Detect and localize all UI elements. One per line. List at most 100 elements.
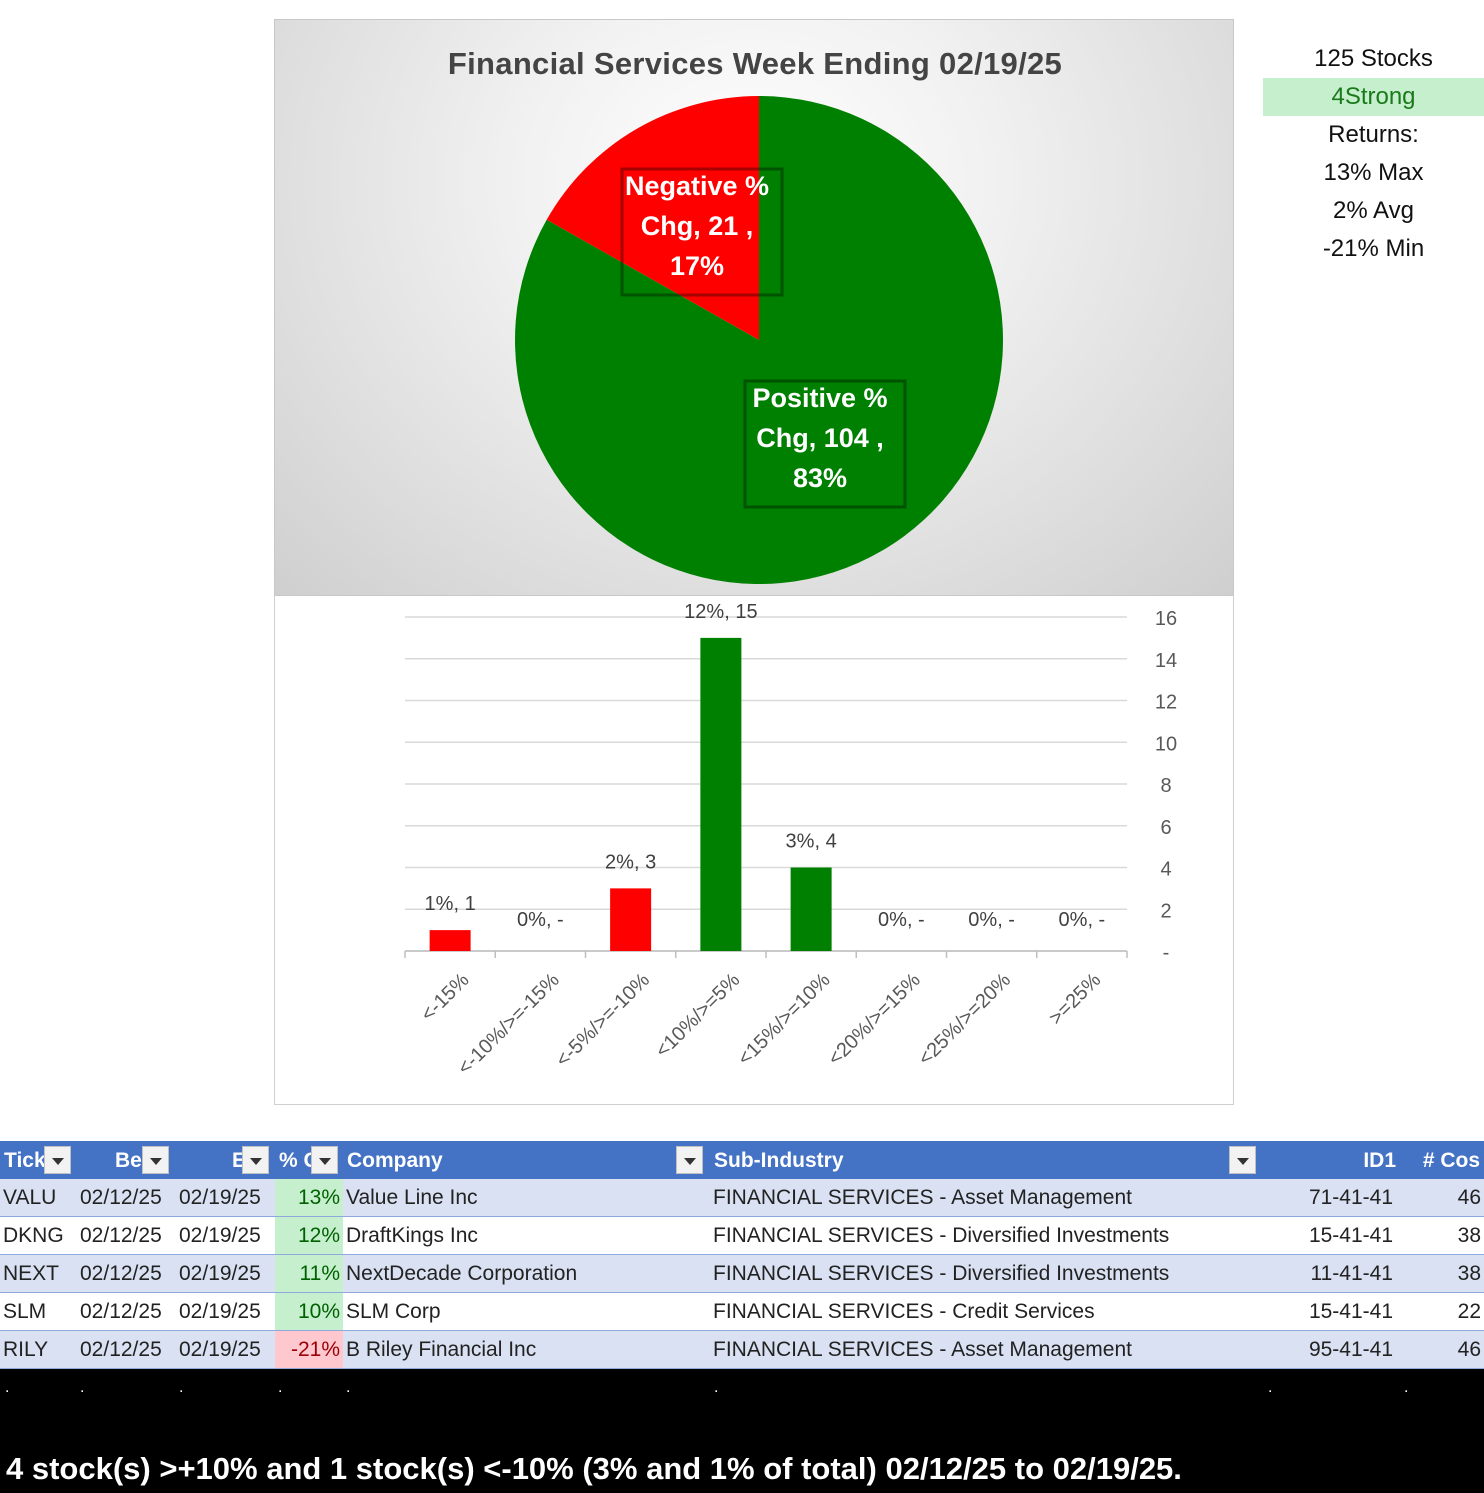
pie-data-label: Positive % Chg, 104 , 83%	[743, 379, 907, 509]
chart-title: Financial Services Week Ending 02/19/25	[447, 46, 1063, 81]
table-row[interactable]: NEXT 02/12/25 02/19/25 11% NextDecade Co…	[0, 1254, 1484, 1293]
cell-sub-industry: FINANCIAL SERVICES - Credit Services	[710, 1292, 1267, 1331]
cell-pct-change: 11%	[275, 1254, 343, 1293]
column-header-ticker[interactable]: Tick	[0, 1141, 77, 1179]
filter-dropdown-icon[interactable]	[676, 1146, 703, 1174]
y-tick-label: -	[1163, 942, 1170, 964]
column-header-sub-industry[interactable]: Sub-Industry	[710, 1141, 1267, 1179]
summary-text: 4 stock(s) >+10% and 1 stock(s) <-10% (3…	[6, 1451, 1182, 1486]
bar-data-label: 0%, -	[517, 909, 564, 931]
column-header-id[interactable]: ID1	[1267, 1141, 1410, 1179]
cell-sub-industry: FINANCIAL SERVICES - Diversified Investm…	[710, 1254, 1267, 1293]
bar-data-label: 12%, 15	[684, 601, 757, 623]
cell-pct-change: -21%	[275, 1330, 343, 1369]
cell-end: 02/19/25	[176, 1216, 275, 1255]
cell-cos: 38	[1410, 1254, 1484, 1293]
label-shadow	[620, 167, 784, 297]
cell-begin: 02/12/25	[77, 1254, 176, 1293]
bar	[429, 930, 471, 951]
column-header-company[interactable]: Company	[343, 1141, 710, 1179]
cell-end: 02/19/25	[176, 1254, 275, 1293]
bar-data-label: 0%, -	[1059, 909, 1106, 931]
cell-cos: 22	[1410, 1292, 1484, 1331]
y-tick-label: 16	[1155, 608, 1177, 630]
filter-dropdown-icon[interactable]	[311, 1146, 338, 1174]
cell-id: 15-41-41	[1267, 1292, 1410, 1331]
pie-label-text: Negative %	[625, 171, 769, 201]
table-row[interactable]: DKNG 02/12/25 02/19/25 12% DraftKings In…	[0, 1216, 1484, 1255]
column-header-end[interactable]: E	[176, 1141, 275, 1179]
header-label: Sub-Industry	[714, 1149, 844, 1172]
cell-end: 02/19/25	[176, 1179, 275, 1217]
cell-company: Value Line Inc	[343, 1179, 710, 1217]
header-label: Be	[115, 1149, 142, 1172]
filter-dropdown-icon[interactable]	[1229, 1146, 1256, 1174]
header-label: # Cos	[1422, 1149, 1480, 1172]
cell-end: 02/19/25	[176, 1330, 275, 1369]
pie-slice	[514, 96, 1004, 585]
cell-ticker: VALU	[0, 1179, 77, 1217]
cell-begin: 02/12/25	[77, 1216, 176, 1255]
x-category-label: >=25%	[1045, 969, 1106, 1030]
stocks-table: Tick Be E % C Company Sub-Industry ID1 #…	[0, 1141, 1484, 1369]
bar-data-label: 0%, -	[878, 909, 925, 931]
header-label: Company	[347, 1149, 443, 1172]
cell-begin: 02/12/25	[77, 1292, 176, 1331]
cell-pct-change: 13%	[275, 1179, 343, 1217]
x-category-label: <25%/>=20%	[914, 969, 1015, 1070]
returns-label: Returns:	[1328, 121, 1419, 148]
table-row[interactable]: VALU 02/12/25 02/19/25 13% Value Line In…	[0, 1179, 1484, 1217]
header-label: Tick	[4, 1149, 46, 1172]
x-category-label: <10%/>=5%	[651, 969, 744, 1062]
cell-begin: 02/12/25	[77, 1179, 176, 1217]
cell-company: NextDecade Corporation	[343, 1254, 710, 1293]
cell-ticker: RILY	[0, 1330, 77, 1369]
pie-data-label: Negative % Chg, 21 , 17%	[620, 167, 784, 297]
cell-ticker: DKNG	[0, 1216, 77, 1255]
cell-cos: 46	[1410, 1330, 1484, 1369]
pie-label-text: Positive %	[752, 383, 887, 413]
cell-pct-change: 10%	[275, 1292, 343, 1331]
min-return: -21% Min	[1322, 235, 1425, 262]
table-row[interactable]: RILY 02/12/25 02/19/25 -21% B Riley Fina…	[0, 1330, 1484, 1369]
y-tick-label: 8	[1160, 775, 1171, 797]
table-row[interactable]: SLM 02/12/25 02/19/25 10% SLM Corp FINAN…	[0, 1292, 1484, 1331]
pie-chart-panel: Financial Services Week Ending 02/19/25 …	[274, 19, 1234, 596]
cell-dot: .	[1404, 1379, 1409, 1396]
pie-slice	[546, 96, 759, 340]
cell-sub-industry: FINANCIAL SERVICES - Diversified Investm…	[710, 1216, 1267, 1255]
strong-count: 4Strong	[1263, 78, 1484, 116]
cell-ticker: NEXT	[0, 1254, 77, 1293]
cell-id: 95-41-41	[1267, 1330, 1410, 1369]
column-header-pct-change[interactable]: % C	[275, 1141, 343, 1179]
table-header-row: Tick Be E % C Company Sub-Industry ID1 #…	[0, 1141, 1484, 1179]
column-header-begin[interactable]: Be	[77, 1141, 176, 1179]
header-label: ID1	[1363, 1149, 1396, 1172]
y-tick-label: 10	[1155, 733, 1177, 755]
max-return: 13% Max	[1323, 159, 1424, 186]
cell-sub-industry: FINANCIAL SERVICES - Asset Management	[710, 1179, 1267, 1217]
stock-count: 125 Stocks	[1314, 45, 1433, 72]
cell-company: B Riley Financial Inc	[343, 1330, 710, 1369]
filter-dropdown-icon[interactable]	[44, 1146, 71, 1174]
x-category-label: <-5%/>=-10%	[552, 969, 655, 1072]
pie-label-text: 17%	[670, 251, 724, 281]
cell-dot: .	[714, 1379, 719, 1396]
column-header-cos[interactable]: # Cos	[1410, 1141, 1484, 1179]
cell-dot: .	[1268, 1379, 1273, 1396]
cell-begin: 02/12/25	[77, 1330, 176, 1369]
cell-pct-change: 12%	[275, 1216, 343, 1255]
y-tick-label: 12	[1155, 692, 1177, 714]
cell-sub-industry: FINANCIAL SERVICES - Asset Management	[710, 1330, 1267, 1369]
cell-ticker: SLM	[0, 1292, 77, 1331]
cell-id: 11-41-41	[1267, 1254, 1410, 1293]
pie-chart: Negative % Chg, 21 , 17% Positive % Chg, 104…	[514, 96, 1004, 585]
cell-company: DraftKings Inc	[343, 1216, 710, 1255]
y-tick-label: 6	[1160, 817, 1171, 839]
bar-chart-panel: -2 4 6 8 10 12 14 16 1%, 1 <-15% 0%, - <-10%/>=-15%…	[274, 596, 1234, 1105]
cell-dot: .	[179, 1379, 184, 1396]
filter-dropdown-icon[interactable]	[242, 1146, 269, 1174]
cell-dot: .	[80, 1379, 85, 1396]
filter-dropdown-icon[interactable]	[142, 1146, 169, 1174]
